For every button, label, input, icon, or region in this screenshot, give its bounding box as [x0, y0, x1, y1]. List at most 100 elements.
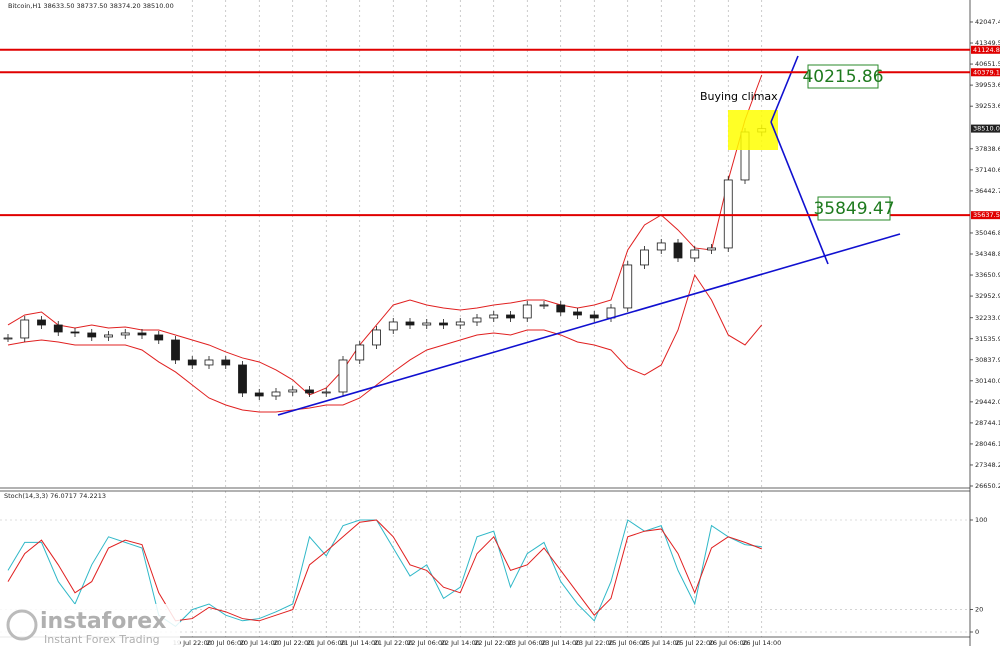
candle	[455, 321, 465, 326]
y-tick-label: 30837.95	[975, 356, 1000, 364]
candle	[20, 319, 30, 339]
stoch-line	[7, 519, 762, 628]
candle	[154, 334, 164, 341]
y-tick-label: 100	[975, 516, 987, 524]
x-tick-label: 19 Jul 22:00	[173, 639, 212, 647]
candle	[723, 179, 733, 249]
candle	[204, 359, 214, 366]
candle	[405, 321, 415, 326]
projection-up	[770, 55, 799, 123]
candle	[388, 321, 398, 331]
symbol-header: Bitcoin,H1 38633.50 38737.50 38374.20 38…	[8, 2, 174, 10]
candle	[187, 359, 197, 366]
logo-bg	[0, 604, 180, 648]
annotation: 35849.47	[813, 199, 894, 219]
y-tick-label: 33650.90	[975, 271, 1000, 279]
level-label: 35637.51	[973, 211, 1000, 219]
candle	[506, 314, 515, 319]
candle	[321, 391, 331, 394]
y-tick-label: 28744.10	[975, 419, 1000, 427]
candle	[589, 314, 599, 319]
y-tick-label: 20	[975, 606, 983, 614]
x-tick-label: 25 Jul 06:00	[608, 639, 647, 647]
candle	[120, 332, 130, 336]
y-tick-label: 30140.00	[975, 377, 1000, 385]
candle	[673, 242, 683, 259]
candle	[422, 322, 432, 326]
y-tick-label: 28046.15	[975, 440, 1000, 448]
candle	[254, 392, 264, 397]
x-tick-label: 22 Jul 22:00	[474, 639, 513, 647]
candle	[439, 322, 448, 326]
logo-name: instaforex	[40, 609, 166, 634]
x-tick-label: 21 Jul 14:00	[340, 639, 379, 647]
level-label: 40379.12	[973, 68, 1000, 76]
annotation-box	[817, 196, 891, 221]
x-tick-label: 22 Jul 06:00	[407, 639, 446, 647]
y-tick-label: 32952.95	[975, 292, 1000, 300]
y-tick-label: 41349.50	[975, 39, 1000, 47]
projection-down	[770, 121, 829, 265]
x-tick-label: 20 Jul 14:00	[240, 639, 279, 647]
candle	[288, 389, 298, 393]
lower-band	[7, 273, 763, 413]
y-tick-label: 0	[975, 628, 979, 636]
x-tick-label: 26 Jul 06:00	[709, 639, 748, 647]
y-tick-label: 36442.70	[975, 187, 1000, 195]
candle	[104, 334, 113, 338]
candle	[171, 339, 180, 361]
candle	[3, 337, 13, 340]
x-tick-label: 21 Jul 22:00	[374, 639, 413, 647]
upper-band	[7, 74, 763, 396]
y-tick-label: 39253.65	[975, 102, 1000, 110]
candle	[305, 389, 314, 394]
x-tick-label: 25 Jul 14:00	[642, 639, 681, 647]
level-tag	[971, 68, 1000, 77]
candle	[271, 391, 281, 397]
candle	[707, 247, 716, 251]
candle	[656, 242, 666, 251]
y-tick-label: 26650.25	[975, 482, 1000, 490]
candle	[221, 359, 231, 366]
candle	[556, 304, 566, 313]
x-tick-label: 23 Jul 14:00	[541, 639, 580, 647]
x-tick-label: 26 Jul 14:00	[742, 639, 781, 647]
climax-box	[728, 110, 778, 150]
level-tag	[971, 211, 1000, 220]
x-tick-label: 25 Jul 22:00	[675, 639, 714, 647]
annotation: Buying climax	[700, 90, 778, 103]
y-tick-label: 27348.20	[975, 461, 1000, 469]
candle	[238, 364, 247, 394]
stoch-title: Stoch(14,3,3) 76.0717 74.2213	[4, 492, 106, 500]
annotation-box	[807, 64, 879, 89]
y-tick-label: 31535.90	[975, 335, 1000, 343]
x-tick-label: 23 Jul 06:00	[508, 639, 547, 647]
candle	[37, 319, 46, 326]
annotation: 40215.86	[802, 67, 883, 87]
logo-tagline: Instant Forex Trading	[44, 633, 160, 646]
candle	[539, 304, 549, 307]
y-tick-label: 29442.05	[975, 398, 1000, 406]
y-tick-label: 35046.80	[975, 229, 1000, 237]
logo-icon	[6, 609, 38, 641]
candle	[623, 264, 633, 309]
stoch-line	[7, 519, 762, 622]
candle	[87, 332, 97, 338]
candle	[522, 304, 532, 319]
level-tag	[971, 45, 1000, 54]
candle	[355, 344, 365, 361]
price-tag	[971, 124, 1000, 133]
y-tick-label: 37838.60	[975, 145, 1000, 153]
level-label: 41124.80	[973, 46, 1000, 54]
y-tick-label: 40651.55	[975, 60, 1000, 68]
y-tick-label: 34348.85	[975, 250, 1000, 258]
candle	[690, 249, 700, 259]
x-tick-label: 20 Jul 22:00	[273, 639, 312, 647]
y-tick-label: 42047.45	[975, 18, 1000, 26]
x-tick-label: 21 Jul 06:00	[307, 639, 346, 647]
candle	[70, 331, 80, 334]
candle	[372, 329, 381, 346]
trendline	[277, 233, 901, 416]
